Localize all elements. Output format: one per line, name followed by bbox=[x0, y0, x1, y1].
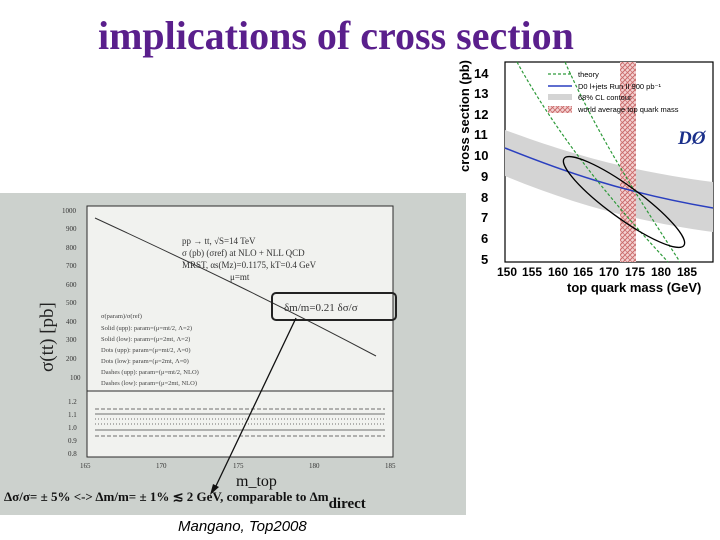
ratio-ytick: 0.9 bbox=[68, 437, 77, 445]
right-ytick: 11 bbox=[474, 127, 488, 142]
header-line: μ=mt bbox=[230, 272, 250, 282]
left-ytick: 100 bbox=[70, 374, 81, 382]
world-average-band bbox=[620, 62, 636, 262]
header-line: MRST, αs(Mz)=0.1175, kT=0.4 GeV bbox=[182, 260, 317, 270]
left-ytick: 800 bbox=[66, 244, 77, 252]
right-ylabel: cross section (pb) bbox=[457, 60, 472, 172]
slide-title: implications of cross section bbox=[98, 13, 574, 58]
left-xtick: 175 bbox=[233, 462, 244, 470]
legend-line: Solid (upp): param=(μ=mt/2, Λ=2) bbox=[101, 325, 192, 332]
header-line: pp → tt, √S=14 TeV bbox=[182, 236, 256, 246]
legend-line: Dots (upp): param=(μ=mt/2, Λ=0) bbox=[101, 347, 191, 354]
right-xlabel: top quark mass (GeV) bbox=[567, 280, 701, 295]
right-xtick: 170 bbox=[599, 265, 619, 279]
legend-wa-swatch bbox=[548, 106, 572, 113]
right-xtick: 175 bbox=[625, 265, 645, 279]
legend-theory: theory bbox=[578, 70, 599, 79]
right-ytick: 13 bbox=[474, 86, 488, 101]
left-ytick: 600 bbox=[66, 281, 77, 289]
legend-world-average: world average top quark mass bbox=[577, 105, 679, 114]
right-xtick: 185 bbox=[677, 265, 697, 279]
left-xtick: 180 bbox=[309, 462, 320, 470]
left-xlabel: m_top bbox=[236, 473, 277, 490]
right-ytick: 14 bbox=[474, 66, 489, 81]
ratio-ytick: 1.2 bbox=[68, 398, 77, 406]
right-xtick: 155 bbox=[522, 265, 542, 279]
left-plot: δm/m=0.21 δσ/σ pp → tt, √S=14 TeV σ (pb)… bbox=[0, 193, 466, 515]
legend-line: Dashes (upp): param=(μ=mt/2, NLO) bbox=[101, 369, 199, 376]
right-ytick: 6 bbox=[481, 231, 488, 246]
ratio-ytick: 0.8 bbox=[68, 450, 77, 458]
cl68-contour bbox=[562, 155, 686, 249]
left-xtick: 165 bbox=[80, 462, 91, 470]
right-xtick: 160 bbox=[548, 265, 568, 279]
legend-d0: D0 l+jets Run II 900 pb⁻¹ bbox=[578, 82, 661, 91]
left-ytick: 400 bbox=[66, 318, 77, 326]
right-ytick: 7 bbox=[481, 210, 488, 225]
conclusion-text: Δσ/σ= ± 5% <-> Δm/m= ± 1% ≲ 2 GeV, compa… bbox=[4, 489, 366, 512]
annotation-text: δm/m=0.21 δσ/σ bbox=[284, 302, 358, 314]
theory-band bbox=[505, 130, 713, 232]
right-ytick: 8 bbox=[481, 190, 488, 205]
legend-line: Solid (low): param=(μ=2mt, Λ=2) bbox=[101, 336, 190, 343]
left-ylabel: σ(tt) [pb] bbox=[37, 302, 58, 372]
legend-line: Dots (low): param=(μ=2mt, Λ=0) bbox=[101, 358, 189, 365]
mtop-arrow bbox=[214, 317, 297, 489]
left-ytick: 500 bbox=[66, 299, 77, 307]
d0-curve-lower bbox=[564, 61, 681, 263]
ratio-ytick: 1.0 bbox=[68, 424, 77, 432]
d0-logo: DØ bbox=[677, 128, 707, 149]
conclusion-subscript: direct bbox=[329, 496, 366, 512]
mtop-arrowhead bbox=[210, 484, 219, 495]
legend-cl: 68% CL contour bbox=[578, 93, 632, 102]
legend-line: σ(param)/σ(ref) bbox=[101, 313, 142, 320]
right-legend: theory D0 l+jets Run II 900 pb⁻¹ 68% CL … bbox=[548, 70, 679, 114]
ratio-ytick: 1.1 bbox=[68, 411, 77, 419]
left-ytick: 700 bbox=[66, 262, 77, 270]
left-cross-section-curve bbox=[94, 217, 377, 357]
right-ytick: 5 bbox=[481, 252, 488, 267]
left-main-panel bbox=[86, 205, 394, 392]
right-ytick: 9 bbox=[481, 169, 488, 184]
right-ytick: 12 bbox=[474, 107, 488, 122]
annotation-box bbox=[271, 292, 397, 321]
right-ytick: 10 bbox=[474, 148, 488, 163]
legend-line: Dashes (low): param=(μ=2mt, NLO) bbox=[101, 380, 197, 387]
left-xtick: 170 bbox=[156, 462, 167, 470]
theory-curve bbox=[504, 147, 714, 209]
right-plot: theory D0 l+jets Run II 900 pb⁻¹ 68% CL … bbox=[457, 60, 714, 295]
d0-curve-upper bbox=[516, 61, 669, 263]
left-ytick: 900 bbox=[66, 225, 77, 233]
right-xtick: 180 bbox=[651, 265, 671, 279]
legend-cl-swatch bbox=[548, 94, 572, 100]
figure-caption: Mangano, Top2008 bbox=[178, 518, 307, 535]
header-line: σ (pb) (σref) at NLO + NLL QCD bbox=[182, 248, 305, 258]
left-ytick: 300 bbox=[66, 336, 77, 344]
right-xtick: 150 bbox=[497, 265, 517, 279]
left-ytick: 200 bbox=[66, 355, 77, 363]
right-xtick: 165 bbox=[573, 265, 593, 279]
left-xtick: 185 bbox=[385, 462, 396, 470]
conclusion-main: Δσ/σ= ± 5% <-> Δm/m= ± 1% ≲ 2 GeV, compa… bbox=[4, 489, 329, 504]
left-ytick: 1000 bbox=[62, 207, 77, 215]
